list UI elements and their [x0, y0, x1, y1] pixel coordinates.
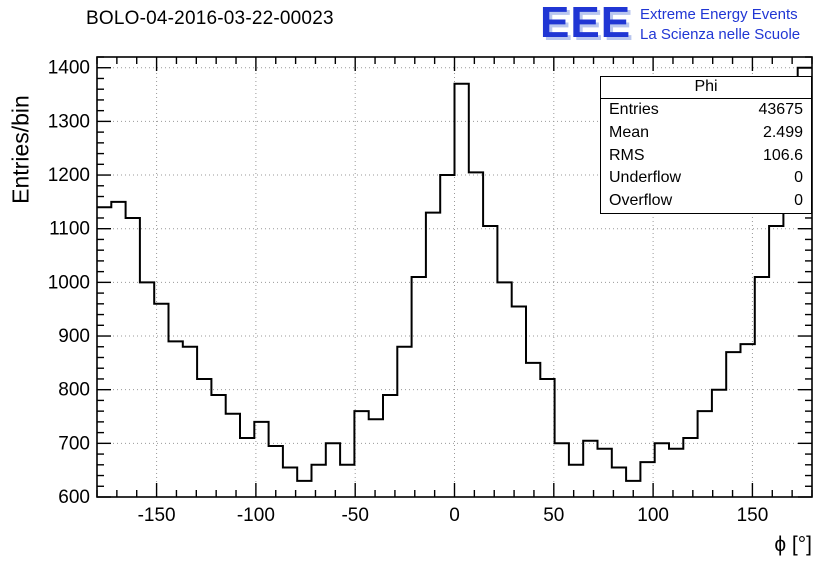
stats-row: Overflow 0	[601, 190, 811, 213]
x-axis-title: ϕ [°]	[774, 533, 812, 556]
y-tick-label: 700	[58, 433, 90, 454]
stats-row: RMS 106.6	[601, 145, 811, 168]
y-tick-label: 1200	[48, 165, 90, 186]
stats-row-label: RMS	[609, 146, 645, 164]
stats-row: Mean 2.499	[601, 122, 811, 145]
x-tick-label: -50	[341, 505, 368, 526]
x-tick-label: 0	[449, 505, 460, 526]
stats-row-value: 106.6	[762, 146, 803, 164]
plot-title: BOLO-04-2016-03-22-00023	[86, 8, 334, 29]
y-tick-label: 1300	[48, 111, 90, 132]
y-tick-label: 600	[58, 487, 90, 508]
y-tick-label: 900	[58, 326, 90, 347]
y-tick-label: 1100	[49, 219, 90, 240]
x-tick-label: 50	[543, 505, 564, 526]
stats-box: Phi Entries 43675 Mean 2.499 RMS 106.6 Underfl…	[600, 76, 812, 214]
stats-row-value: 2.499	[762, 123, 803, 141]
x-tick-label: -100	[237, 505, 275, 526]
x-tick-label: 150	[737, 505, 769, 526]
x-tick-label: 100	[637, 505, 669, 526]
eee-logo-subtitle: Extreme Energy Events La Scienza nelle S…	[640, 2, 800, 46]
y-axis-title: Entries/bin	[7, 95, 34, 204]
eee-logo: EEE Extreme Energy Events La Scienza nel…	[540, 0, 800, 47]
x-tick-label: -150	[138, 505, 176, 526]
stats-row: Entries 43675	[601, 99, 811, 122]
stats-row: Underflow 0	[601, 167, 811, 190]
eee-logo-text: EEE	[540, 0, 632, 47]
stats-rows: Entries 43675 Mean 2.499 RMS 106.6 Underflow 0 O…	[601, 99, 811, 213]
histogram-step-line	[97, 66, 812, 482]
stats-row-value: 0	[794, 192, 803, 210]
eee-logo-line2: La Scienza nelle Scuole	[640, 26, 801, 44]
stats-row-label: Underflow	[609, 169, 682, 187]
stats-row-value: 43675	[758, 101, 804, 118]
grid-lines	[97, 57, 812, 497]
stats-row-label: Mean	[609, 123, 650, 141]
stats-box-title: Phi	[601, 77, 811, 99]
stats-row-value: 0	[794, 169, 803, 187]
eee-logo-line1: Extreme Energy Events	[640, 6, 798, 23]
y-tick-label: 1000	[48, 272, 90, 293]
y-tick-label: 1400	[48, 58, 90, 79]
stats-row-label: Overflow	[609, 192, 673, 210]
stats-row-label: Entries	[609, 101, 659, 118]
y-tick-label: 800	[58, 380, 90, 401]
plot-frame	[96, 56, 813, 498]
